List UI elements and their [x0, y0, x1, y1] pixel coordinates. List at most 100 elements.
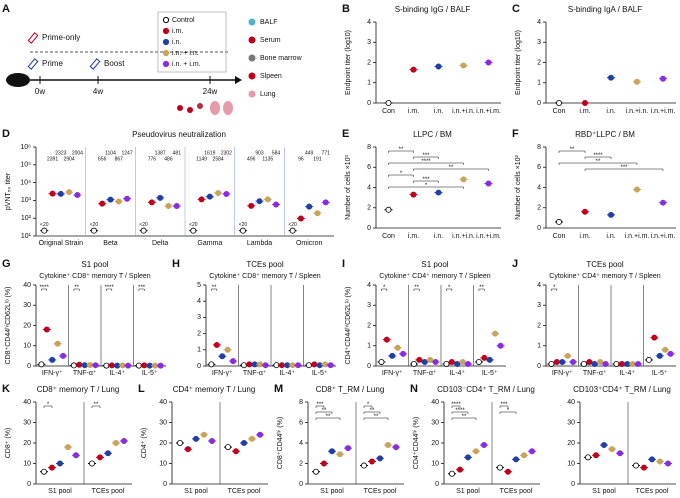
significance-bracket [499, 411, 517, 414]
data-point [206, 193, 213, 200]
x-tick-label: Delta [152, 240, 168, 247]
data-point [556, 218, 563, 225]
data-point [597, 358, 604, 365]
data-point [173, 203, 180, 210]
syringe-icon [27, 32, 39, 44]
mouse-icon [6, 73, 30, 87]
x-tick-label: IL-4⁺ [279, 370, 295, 377]
y-tick-label: 10¹ [21, 233, 32, 240]
chart-title: CD8⁺ memory T / Lung [37, 385, 120, 394]
legend-label: i.n. + i.m. [172, 61, 201, 68]
y-tick-label: 4 [367, 184, 371, 191]
significance-bracket [388, 150, 414, 153]
data-point [633, 462, 640, 469]
data-point [113, 439, 120, 446]
data-point [492, 330, 499, 337]
significance-bracket [584, 168, 664, 171]
data-point [435, 63, 442, 70]
y-axis-label: CD8⁺ (%) [5, 428, 12, 459]
data-point [320, 460, 327, 467]
x-tick-label: i.n.+i.m. [625, 233, 650, 240]
x-tick-label: IL-4⁺ [449, 370, 465, 377]
y-tick-label: 1 [537, 80, 541, 87]
data-point [472, 448, 479, 455]
x-tick-label: IFN-γ⁺ [42, 370, 63, 377]
x-tick-label: i.n.+i.n. [452, 233, 475, 240]
data-point [392, 444, 399, 451]
y-tick-label: 4 [537, 184, 541, 191]
value-label: <20 [288, 222, 297, 228]
panel-letter: D [2, 128, 10, 140]
significance-bracket [558, 150, 586, 153]
y-tick-label: 10 [567, 460, 575, 467]
data-point [66, 189, 73, 196]
chart-title: CD103⁺CD4⁺ T_RM / Lung [573, 385, 671, 394]
data-point [580, 360, 587, 367]
data-point [314, 210, 321, 217]
panel-letter: H [172, 258, 180, 270]
data-point [521, 452, 528, 459]
chart-title: CD4⁺ memory T / Lung [173, 385, 256, 394]
data-point [385, 206, 392, 213]
y-axis-label: Endpoint titer (log10) [345, 30, 352, 95]
legend-label: i.m. [172, 28, 183, 35]
significance-label: ** [94, 402, 99, 408]
data-point [586, 358, 593, 365]
y-tick-label: 0 [435, 481, 439, 488]
y-axis-label: CD4⁺CD44ʰⁱCD62Lˡᵒ (%) [344, 287, 352, 365]
data-point [634, 186, 641, 193]
data-point [105, 450, 112, 457]
sample-icon [177, 105, 183, 111]
timepoint: 24w [203, 87, 218, 96]
chart-panel: E LLPC / BM Number of cells ×10³ 0 2 4 6 8 Con i.… [342, 128, 501, 240]
data-point [667, 350, 674, 357]
value-label: 1619 [204, 150, 215, 156]
x-tick-label: Con [553, 108, 566, 115]
data-point [497, 342, 504, 349]
significance-bracket [388, 162, 464, 165]
data-point [360, 462, 367, 469]
chart-panel: D Pseudovirus neutralization pVNT₅₀ titer 1… [2, 128, 334, 247]
data-point [41, 468, 48, 475]
chart-subtitle: Cytokine⁺ CD4⁺ memory T / Spleen [379, 273, 491, 280]
significance-bracket [363, 411, 381, 414]
data-point [459, 358, 466, 365]
value-label: 2004 [72, 150, 83, 156]
significance-bracket [551, 288, 558, 291]
data-point [649, 456, 656, 463]
chart-subtitle: Cytokine⁺ CD8⁺ memory T / Spleen [209, 273, 321, 280]
data-point [570, 358, 577, 365]
x-tick-label: S1 pool [184, 488, 208, 495]
data-point [257, 361, 264, 368]
significance-label: *** [422, 153, 430, 159]
sample-icon [248, 90, 256, 98]
data-point [70, 362, 77, 369]
chart-title: S-binding IgG / BALF [395, 5, 471, 14]
sample-icon [187, 107, 193, 113]
value-label: <20 [189, 222, 198, 228]
x-tick-label: i.n. [606, 233, 615, 240]
data-point [322, 199, 329, 206]
x-tick-label: TNF-α⁺ [243, 370, 267, 377]
data-point [496, 464, 503, 471]
significance-label: **** [455, 408, 465, 414]
sample-label: Lung [260, 91, 276, 98]
data-point [564, 352, 571, 359]
significance-label: * [400, 171, 403, 177]
data-point [656, 352, 663, 359]
y-tick-label: 4 [299, 440, 303, 447]
significance-bracket [315, 411, 333, 414]
legend-marker [162, 49, 170, 57]
significance-label: ** [479, 285, 484, 291]
chart-panel: G S1 pool Cytokine⁺ CD8⁺ memory T / Spleen… [2, 258, 166, 377]
data-point [124, 195, 131, 202]
significance-label: ** [322, 408, 327, 414]
data-point [480, 442, 487, 449]
significance-label: *** [620, 165, 628, 171]
panel-letter: M [274, 383, 283, 395]
timepoint: 4w [93, 87, 103, 96]
data-point [248, 202, 255, 209]
data-point [192, 435, 199, 442]
legend-marker [162, 38, 170, 46]
x-tick-label: IL-5⁺ [652, 370, 668, 377]
